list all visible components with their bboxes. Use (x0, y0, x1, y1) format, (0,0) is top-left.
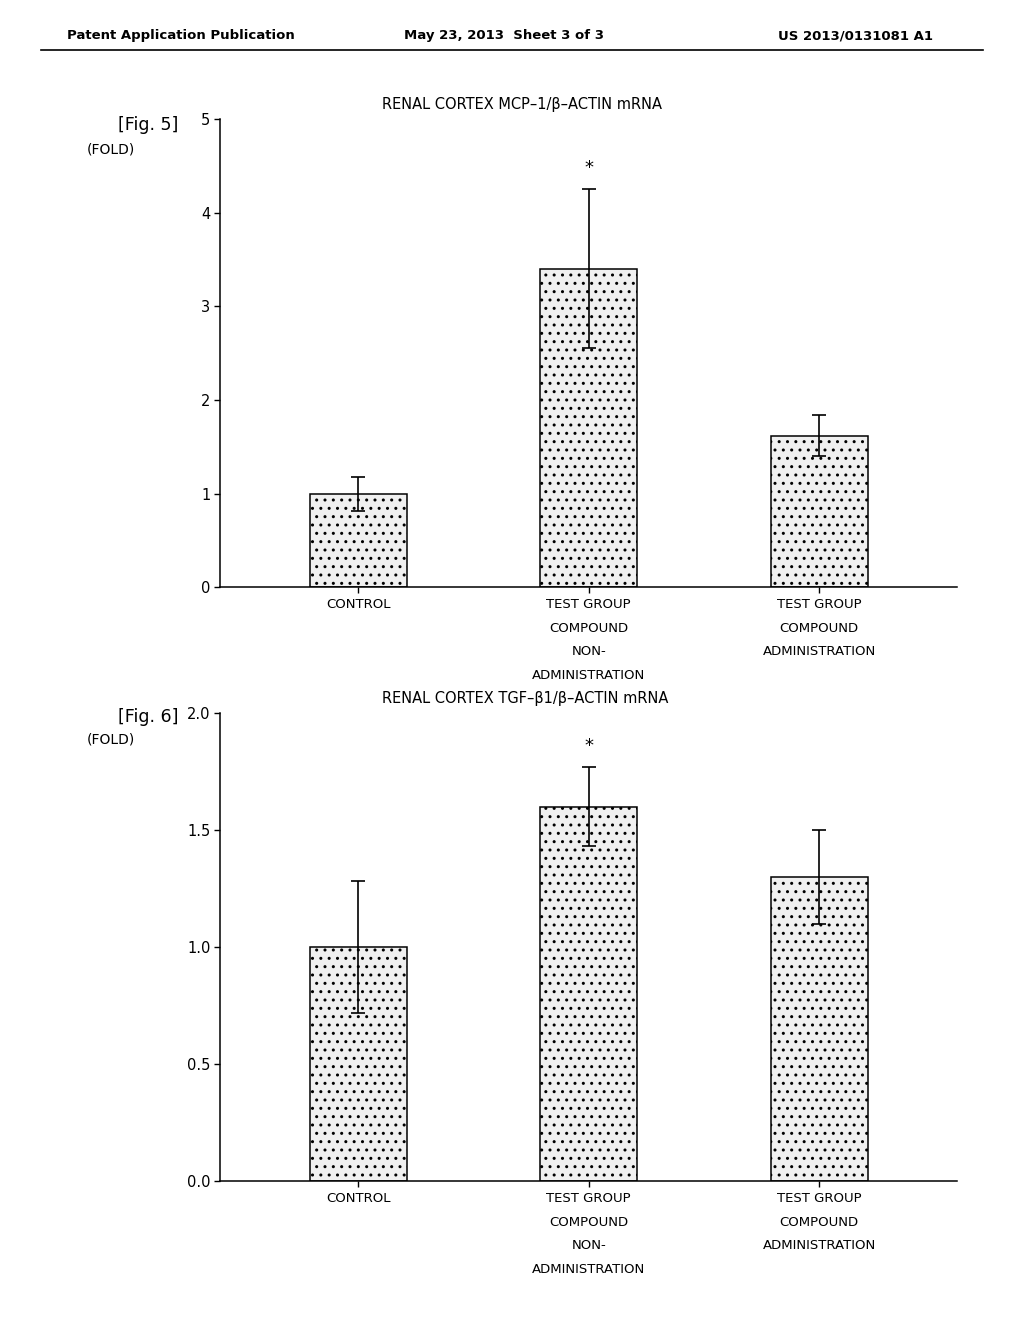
Text: May 23, 2013  Sheet 3 of 3: May 23, 2013 Sheet 3 of 3 (404, 29, 604, 42)
Text: TEST GROUP: TEST GROUP (547, 598, 631, 611)
Bar (771, 876, 867, 1181)
Text: TEST GROUP: TEST GROUP (777, 1192, 861, 1205)
Text: ADMINISTRATION: ADMINISTRATION (532, 1263, 645, 1276)
Text: (FOLD): (FOLD) (87, 143, 135, 157)
Text: NON-: NON- (571, 1239, 606, 1253)
Bar (310, 948, 407, 1181)
Text: ADMINISTRATION: ADMINISTRATION (532, 669, 645, 682)
Text: TEST GROUP: TEST GROUP (547, 1192, 631, 1205)
Text: [Fig. 5]: [Fig. 5] (118, 116, 178, 135)
Text: COMPOUND: COMPOUND (549, 622, 629, 635)
Text: TEST GROUP: TEST GROUP (777, 598, 861, 611)
Bar (541, 269, 637, 587)
Text: ADMINISTRATION: ADMINISTRATION (763, 1239, 876, 1253)
Text: CONTROL: CONTROL (327, 1192, 390, 1205)
Bar (541, 807, 637, 1181)
Text: Patent Application Publication: Patent Application Publication (67, 29, 294, 42)
Text: *: * (585, 160, 593, 177)
Text: ADMINISTRATION: ADMINISTRATION (763, 645, 876, 659)
Bar (310, 494, 407, 587)
Bar (771, 436, 867, 587)
Text: NON-: NON- (571, 645, 606, 659)
Text: [Fig. 6]: [Fig. 6] (118, 708, 178, 726)
Text: (FOLD): (FOLD) (87, 733, 135, 747)
Text: *: * (585, 737, 593, 755)
Text: COMPOUND: COMPOUND (779, 1216, 859, 1229)
Text: COMPOUND: COMPOUND (549, 1216, 629, 1229)
Text: RENAL CORTEX TGF–β1/β–ACTIN mRNA: RENAL CORTEX TGF–β1/β–ACTIN mRNA (382, 692, 669, 706)
Text: US 2013/0131081 A1: US 2013/0131081 A1 (778, 29, 933, 42)
Text: RENAL CORTEX MCP–1/β–ACTIN mRNA: RENAL CORTEX MCP–1/β–ACTIN mRNA (382, 98, 663, 112)
Text: CONTROL: CONTROL (327, 598, 390, 611)
Text: COMPOUND: COMPOUND (779, 622, 859, 635)
